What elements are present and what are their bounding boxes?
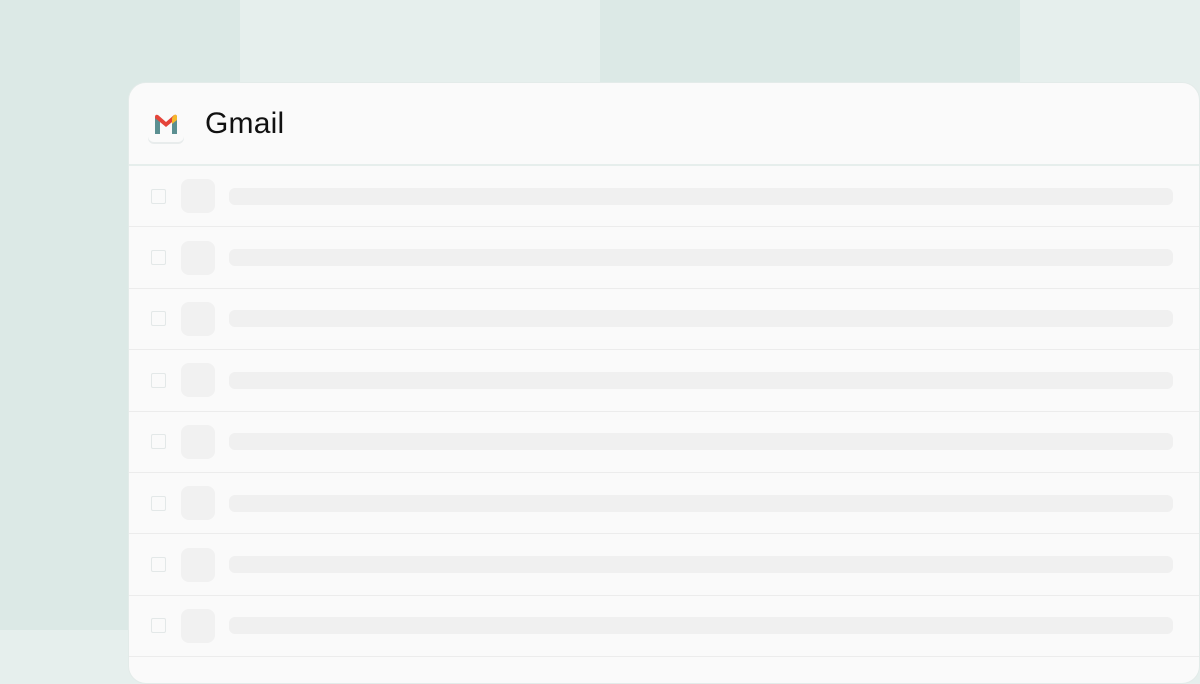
avatar-placeholder [181,486,215,521]
email-row-placeholder[interactable] [129,227,1199,289]
avatar-placeholder [181,608,215,643]
select-checkbox[interactable] [151,250,166,266]
avatar-placeholder [181,424,215,459]
select-checkbox[interactable] [151,495,166,511]
avatar-placeholder [181,240,215,275]
avatar-placeholder [181,547,215,582]
email-list [129,166,1199,658]
text-placeholder [229,494,1173,512]
select-checkbox[interactable] [151,311,166,327]
text-placeholder [229,310,1173,328]
avatar-placeholder [181,363,215,398]
text-placeholder [229,371,1173,389]
avatar-placeholder [181,179,215,214]
text-placeholder [229,433,1173,451]
select-checkbox[interactable] [151,188,166,204]
email-row-placeholder[interactable] [129,350,1199,412]
background-shape [600,0,1020,82]
email-row-placeholder[interactable] [129,412,1199,473]
email-row-placeholder[interactable] [129,166,1199,228]
select-checkbox[interactable] [151,434,166,450]
text-placeholder [229,617,1173,635]
avatar-placeholder [181,301,215,336]
email-row-placeholder[interactable] [129,534,1199,596]
text-placeholder [229,249,1173,267]
app-title: Gmail [205,106,285,140]
select-checkbox[interactable] [151,557,166,573]
select-checkbox[interactable] [151,372,166,388]
text-placeholder [229,556,1173,574]
email-row-placeholder[interactable] [129,596,1199,658]
email-row-placeholder[interactable] [129,473,1199,535]
inbox-window: Gmail [128,82,1200,684]
select-checkbox[interactable] [151,618,166,634]
text-placeholder [229,187,1173,205]
app-header: Gmail [129,83,1199,166]
gmail-logo-icon [148,105,184,142]
email-row-placeholder[interactable] [129,289,1199,351]
